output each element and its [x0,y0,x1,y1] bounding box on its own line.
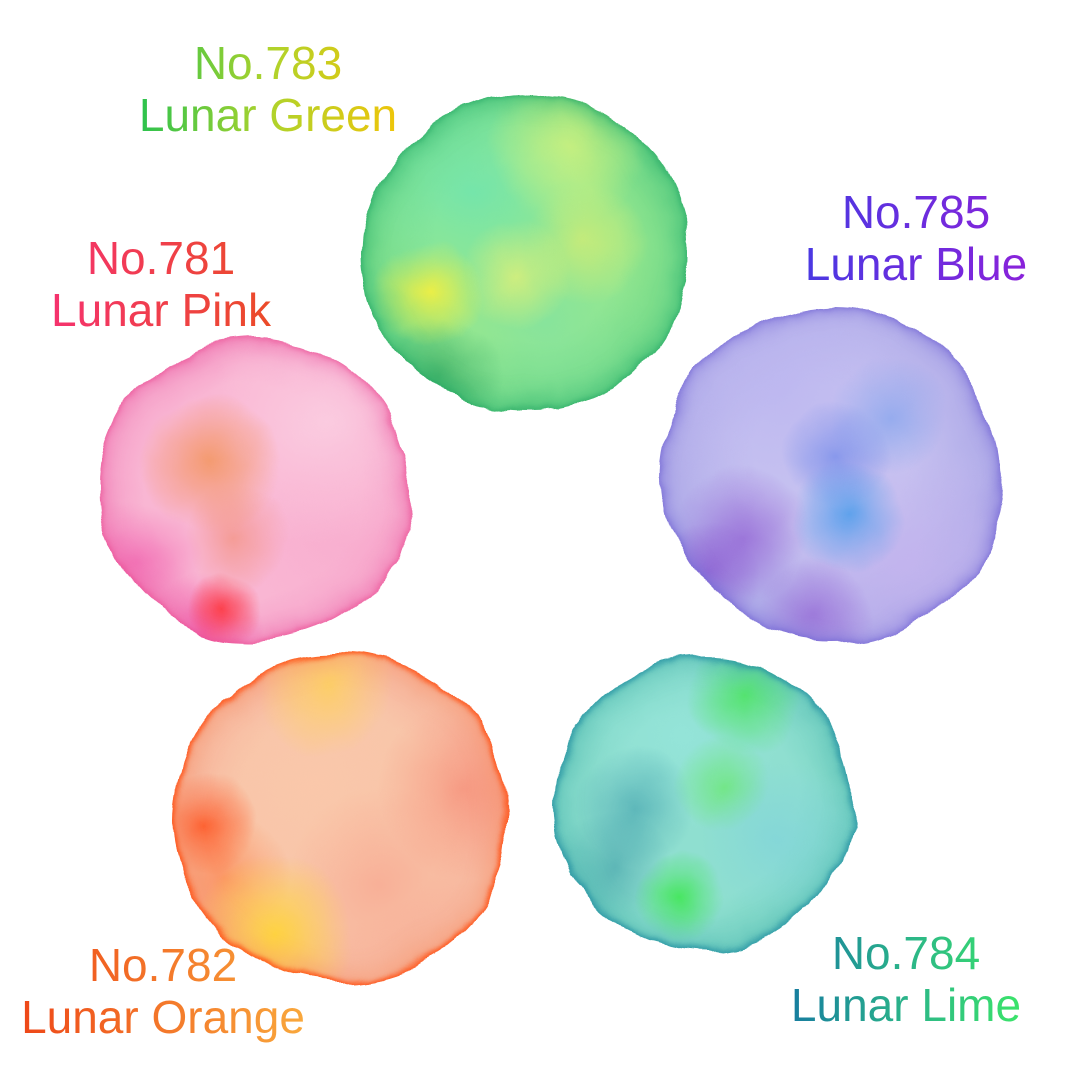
swatch-number-lunar-green: No.783 [139,37,397,90]
label-lunar-blue: No.785 Lunar Blue [804,186,1028,290]
swatch-number-lunar-blue: No.785 [805,186,1028,239]
paint-blob-lunar-blue [660,307,1003,643]
swatch-name-lunar-green: Lunar Green [138,88,398,141]
swatch-name-lunar-lime: Lunar Lime [790,978,1022,1031]
paint-blob-lunar-lime [553,655,853,950]
label-lunar-green: No.783 Lunar Green [138,37,398,141]
label-lunar-pink: No.781 Lunar Pink [51,232,271,336]
swatch-number-lunar-orange: No.782 [21,939,305,992]
swatch-name-lunar-blue: Lunar Blue [804,237,1028,290]
swatch-number-lunar-lime: No.784 [791,927,1021,980]
paint-blob-lunar-green [362,95,690,410]
paint-blob-lunar-pink [100,337,412,640]
label-lunar-orange: No.782 Lunar Orange [21,939,305,1043]
paint-blob-lunar-orange [172,653,507,982]
swatch-number-lunar-pink: No.781 [51,232,271,285]
swatch-name-lunar-pink: Lunar Pink [51,283,271,336]
swatch-name-lunar-orange: Lunar Orange [21,990,305,1043]
label-lunar-lime: No.784 Lunar Lime [790,927,1022,1031]
